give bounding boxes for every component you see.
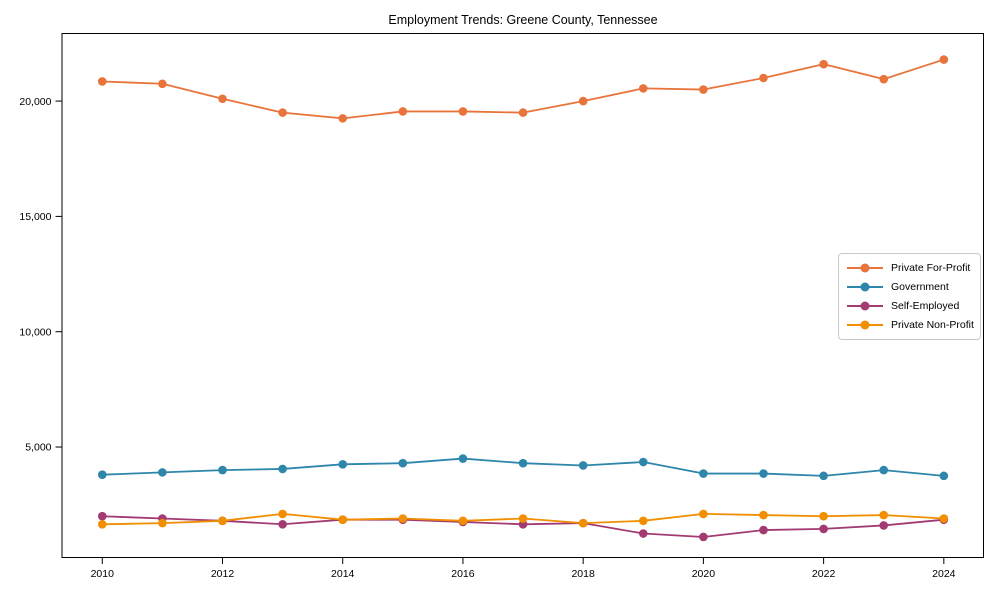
- data-point-private-for-profit-2019: [638, 84, 648, 93]
- data-point-private-non-profit-2014: [338, 515, 348, 524]
- legend-label: Self-Employed: [891, 300, 960, 313]
- data-point-private-for-profit-2011: [158, 79, 167, 89]
- data-point-government-2018: [578, 461, 588, 470]
- data-point-government-2023: [879, 465, 889, 475]
- data-point-private-non-profit-2024: [939, 514, 949, 523]
- data-point-private-for-profit-2023: [879, 74, 889, 84]
- legend-line-marker-icon: [847, 301, 883, 311]
- data-point-government-2022: [819, 471, 828, 481]
- data-point-self-employed-2020: [699, 532, 708, 542]
- data-point-private-for-profit-2012: [218, 94, 227, 104]
- data-point-private-for-profit-2024: [939, 55, 949, 64]
- legend-label: Private For-Profit: [891, 261, 971, 274]
- legend-line-marker-icon: [847, 263, 883, 273]
- legend-item-private-for-profit: Private For-Profit: [847, 259, 972, 277]
- data-point-private-non-profit-2013: [278, 509, 287, 519]
- data-point-self-employed-2022: [819, 524, 828, 534]
- legend-line-marker-icon: [847, 320, 883, 330]
- data-point-private-non-profit-2015: [398, 514, 408, 523]
- data-point-government-2020: [699, 469, 708, 478]
- legend-dot-icon: [860, 301, 870, 311]
- data-point-government-2014: [338, 460, 348, 469]
- legend: Private For-Profit Government Self-Emplo…: [838, 253, 981, 340]
- data-point-government-2021: [759, 469, 768, 478]
- data-point-private-for-profit-2016: [458, 107, 468, 116]
- data-point-government-2017: [518, 458, 528, 468]
- data-point-private-non-profit-2022: [819, 511, 828, 521]
- x-tick-label: 2020: [692, 568, 716, 580]
- data-point-private-non-profit-2012: [218, 516, 227, 526]
- x-tick-label: 2014: [331, 568, 355, 580]
- data-point-government-2010: [97, 470, 107, 480]
- data-point-private-non-profit-2021: [759, 510, 768, 520]
- data-point-government-2013: [278, 464, 287, 474]
- data-point-government-2024: [939, 471, 949, 481]
- data-point-government-2015: [398, 458, 408, 468]
- legend-label: Government: [891, 280, 949, 293]
- data-point-self-employed-2023: [879, 521, 889, 530]
- x-tick-label: 2016: [451, 568, 475, 580]
- data-point-private-for-profit-2014: [338, 114, 348, 123]
- data-point-private-for-profit-2018: [578, 96, 588, 106]
- y-tick-label: 20,000: [19, 96, 51, 108]
- data-point-private-for-profit-2020: [699, 85, 708, 94]
- data-point-self-employed-2010: [97, 511, 107, 521]
- data-point-self-employed-2021: [759, 525, 768, 535]
- data-point-private-for-profit-2015: [398, 107, 408, 116]
- legend-label: Private Non-Profit: [891, 319, 974, 332]
- data-point-private-for-profit-2010: [97, 77, 107, 86]
- y-tick-label: 15,000: [19, 211, 51, 223]
- legend-dot-icon: [860, 282, 870, 292]
- data-point-private-for-profit-2021: [759, 73, 768, 83]
- data-point-government-2016: [458, 454, 468, 463]
- data-point-self-employed-2019: [638, 529, 648, 538]
- data-point-private-non-profit-2016: [458, 516, 468, 526]
- legend-dot-icon: [860, 320, 870, 330]
- data-point-private-for-profit-2013: [278, 108, 287, 117]
- data-point-private-non-profit-2010: [97, 519, 107, 529]
- data-point-private-non-profit-2011: [158, 518, 167, 528]
- data-point-government-2012: [218, 465, 227, 475]
- legend-item-self-employed: Self-Employed: [847, 297, 972, 315]
- data-point-private-non-profit-2019: [638, 516, 648, 526]
- x-tick-label: 2024: [932, 568, 956, 580]
- legend-line-marker-icon: [847, 282, 883, 292]
- data-point-private-non-profit-2018: [578, 518, 588, 528]
- data-point-private-for-profit-2017: [518, 108, 528, 117]
- y-tick-label: 10,000: [19, 326, 51, 338]
- chart-title: Employment Trends: Greene County, Tennes…: [388, 13, 658, 27]
- legend-item-government: Government: [847, 278, 972, 296]
- data-point-private-non-profit-2017: [518, 514, 528, 523]
- data-point-government-2019: [638, 457, 648, 467]
- x-tick-label: 2022: [812, 568, 836, 580]
- data-point-self-employed-2013: [278, 519, 287, 529]
- legend-dot-icon: [860, 263, 870, 273]
- data-point-private-non-profit-2023: [879, 510, 889, 520]
- data-point-private-non-profit-2020: [699, 509, 708, 519]
- legend-item-private-non-profit: Private Non-Profit: [847, 316, 974, 334]
- axes-frame: [61, 33, 984, 558]
- x-tick-label: 2010: [91, 568, 115, 580]
- data-point-government-2011: [158, 468, 167, 477]
- x-tick-label: 2012: [211, 568, 235, 580]
- y-tick-label: 5,000: [25, 442, 51, 454]
- x-tick-label: 2018: [571, 568, 595, 580]
- data-point-private-for-profit-2022: [819, 59, 828, 69]
